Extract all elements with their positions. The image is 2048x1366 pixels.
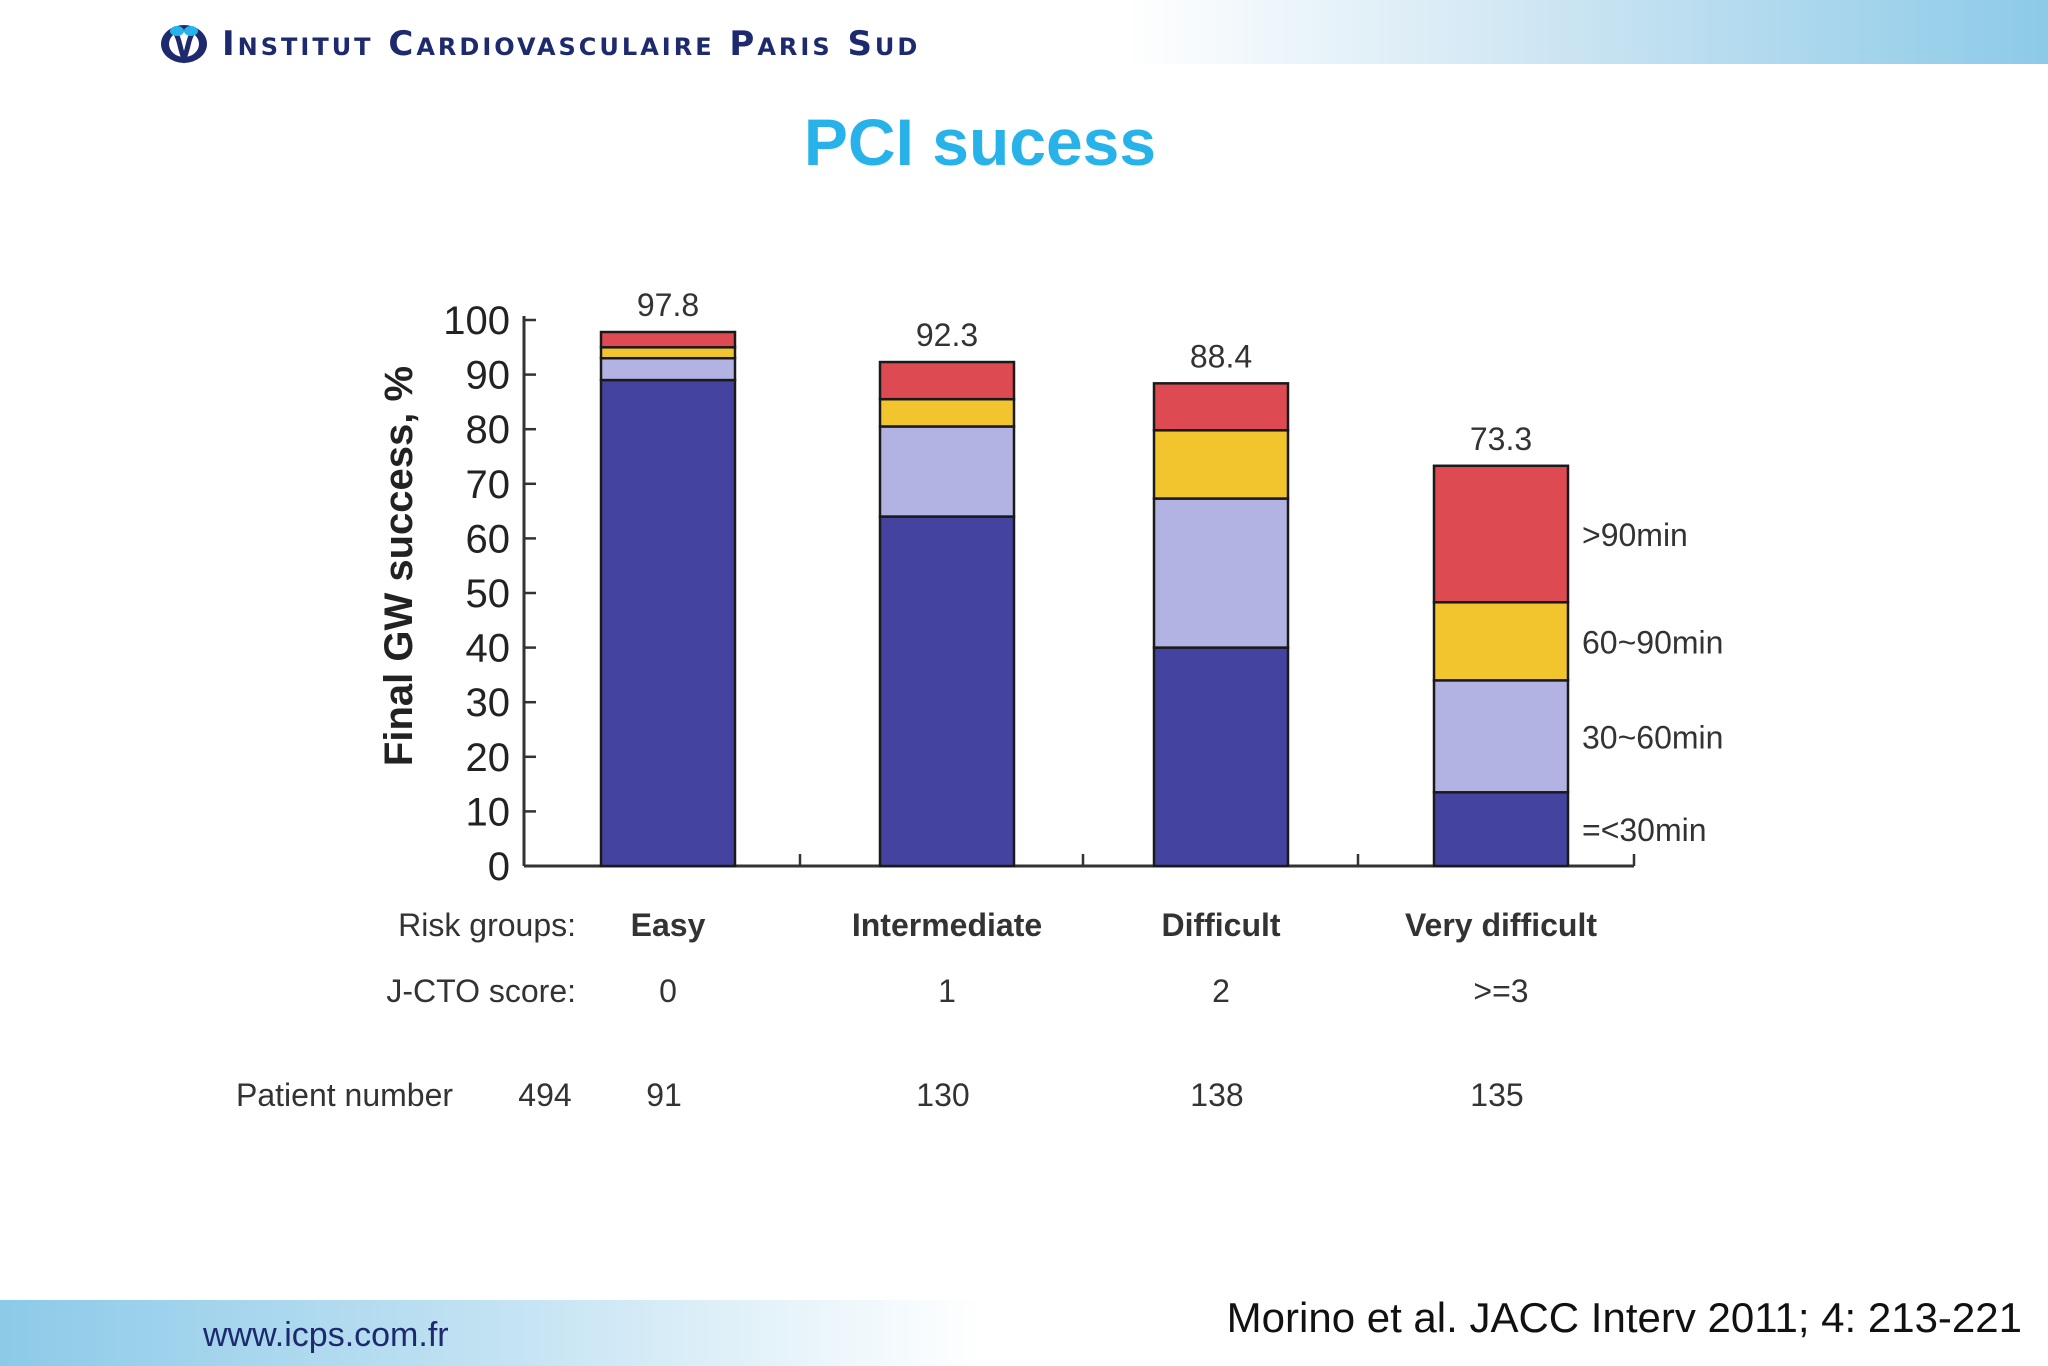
bar-difficult-30min — [1152, 646, 1290, 868]
row-label-patient-number: Patient number — [236, 1077, 453, 1113]
bar-intermediate-30min — [878, 515, 1016, 868]
legend-30-60min: 30~60min — [1582, 719, 1723, 755]
row-risk-groups-difficult: Difficult — [1161, 907, 1280, 943]
row-patient-number-very-difficult: 135 — [1470, 1077, 1523, 1113]
y-tick-label-100: 100 — [443, 299, 510, 343]
bar-very-difficult-30-60min — [1432, 679, 1570, 794]
legend-30min: =<30min — [1582, 812, 1707, 848]
row-j-cto-score-difficult: 2 — [1212, 973, 1230, 1009]
y-tick-label-20: 20 — [466, 736, 511, 780]
y-axis-title: Final GW success, % — [377, 366, 421, 766]
row-patient-number-intermediate: 130 — [916, 1077, 969, 1113]
total-label-easy: 97.8 — [637, 287, 699, 323]
bar-difficult-30-60min — [1152, 497, 1290, 649]
row-label-j-cto-score: J-CTO score: — [386, 973, 576, 1009]
row-j-cto-score-very-difficult: >=3 — [1473, 973, 1528, 1009]
bar-easy-30-60min — [599, 356, 737, 382]
footer-band — [0, 1300, 2048, 1366]
row-risk-groups-very-difficult: Very difficult — [1405, 907, 1597, 943]
bar-intermediate-90min — [878, 360, 1016, 401]
row-j-cto-score-intermediate: 1 — [938, 973, 956, 1009]
total-label-intermediate: 92.3 — [916, 317, 978, 353]
y-tick-label-60: 60 — [466, 517, 511, 561]
bar-easy-90min — [599, 330, 737, 349]
legend-60-90min: 60~90min — [1582, 624, 1723, 660]
heart-logo-icon — [161, 25, 207, 64]
y-tick-label-40: 40 — [466, 627, 511, 671]
row-j-cto-score-easy: 0 — [659, 973, 677, 1009]
bar-very-difficult-60-90min — [1432, 601, 1570, 682]
bar-very-difficult-90min — [1432, 464, 1570, 604]
row-total-patient-number: 494 — [518, 1077, 571, 1113]
logo-text: Institut Cardiovasculaire Paris Sud — [222, 24, 921, 64]
header-band — [0, 0, 2048, 64]
legend-90min: >90min — [1582, 517, 1688, 553]
bar-easy-30min — [599, 378, 737, 868]
y-tick-label-0: 0 — [488, 845, 510, 889]
y-tick-label-90: 90 — [466, 354, 511, 398]
row-patient-number-difficult: 138 — [1190, 1077, 1243, 1113]
y-tick-label-50: 50 — [466, 572, 511, 616]
y-tick-label-80: 80 — [466, 408, 511, 452]
footer-url: www.icps.com.fr — [203, 1316, 449, 1354]
row-label-risk-groups: Risk groups: — [398, 907, 576, 943]
row-risk-groups-easy: Easy — [631, 907, 706, 943]
bar-difficult-90min — [1152, 382, 1290, 432]
bar-intermediate-60-90min — [878, 397, 1016, 428]
slide-title: PCI sucess — [803, 105, 1157, 179]
y-tick-label-30: 30 — [466, 681, 511, 725]
bar-difficult-60-90min — [1152, 429, 1290, 500]
total-label-difficult: 88.4 — [1190, 338, 1252, 374]
institute-logo: Institut Cardiovasculaire Paris Sud — [158, 22, 920, 66]
y-tick-label-10: 10 — [466, 790, 511, 834]
bar-intermediate-30-60min — [878, 425, 1016, 518]
total-label-very-difficult: 73.3 — [1470, 421, 1532, 457]
y-tick-label-70: 70 — [466, 463, 511, 507]
citation: Morino et al. JACC Interv 2011; 4: 213-2… — [1226, 1294, 2022, 1341]
bar-easy-60-90min — [599, 346, 737, 360]
bar-very-difficult-30min — [1432, 791, 1570, 868]
row-risk-groups-intermediate: Intermediate — [852, 907, 1042, 943]
row-patient-number-easy: 91 — [646, 1077, 682, 1113]
